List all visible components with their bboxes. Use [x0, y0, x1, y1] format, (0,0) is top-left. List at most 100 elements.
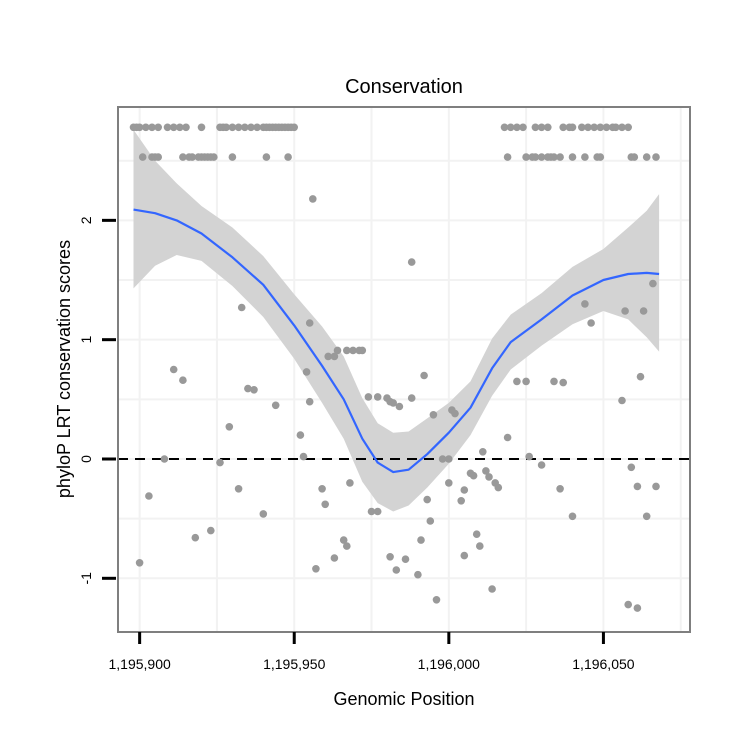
- data-point: [392, 566, 401, 574]
- data-point: [333, 346, 342, 355]
- data-point: [522, 377, 530, 386]
- data-point: [142, 123, 150, 132]
- data-point: [485, 473, 493, 481]
- data-point: [358, 346, 367, 355]
- data-point: [556, 153, 564, 161]
- data-point: [228, 123, 237, 132]
- data-point: [210, 153, 218, 161]
- x-tick-label: 1,196,050: [572, 656, 634, 672]
- data-point: [330, 554, 339, 562]
- data-point: [578, 123, 586, 132]
- data-point: [587, 319, 595, 327]
- data-point: [584, 123, 592, 132]
- data-point: [305, 397, 314, 406]
- data-point: [349, 346, 357, 355]
- data-point: [531, 153, 540, 161]
- data-point: [618, 396, 626, 405]
- data-point: [401, 555, 410, 563]
- y-tick-label: -1: [78, 572, 94, 585]
- data-point: [506, 123, 515, 132]
- data-point: [290, 123, 299, 132]
- data-point: [460, 551, 469, 560]
- data-point: [537, 153, 546, 161]
- y-axis-label: phyloP LRT conservation scores: [54, 240, 74, 498]
- data-point: [420, 371, 428, 380]
- data-point: [568, 512, 577, 521]
- data-point: [197, 123, 206, 132]
- data-point: [472, 530, 481, 538]
- data-point: [612, 123, 620, 132]
- data-point: [630, 153, 639, 161]
- data-point: [373, 393, 382, 401]
- data-point: [407, 258, 416, 266]
- data-point: [479, 448, 487, 456]
- data-point: [262, 153, 271, 161]
- data-point: [652, 482, 660, 491]
- data-point: [253, 123, 261, 132]
- data-point: [469, 471, 478, 480]
- chart-title: Conservation: [345, 76, 463, 98]
- data-point: [343, 542, 351, 550]
- data-point: [642, 153, 651, 161]
- data-point: [346, 479, 354, 487]
- data-point: [559, 123, 567, 132]
- data-point: [339, 536, 348, 544]
- data-point: [636, 372, 645, 381]
- data-point: [176, 123, 184, 132]
- data-point: [407, 394, 416, 402]
- data-point: [649, 279, 657, 288]
- data-point: [537, 123, 546, 132]
- points-layer: [129, 123, 660, 612]
- data-point: [596, 153, 605, 161]
- data-point: [550, 153, 558, 161]
- data-point: [222, 123, 230, 132]
- y-tick-label: 0: [78, 455, 94, 463]
- y-tick-label: 2: [78, 216, 94, 224]
- data-point: [135, 123, 144, 132]
- data-point: [602, 123, 611, 132]
- data-point: [652, 153, 660, 161]
- data-point: [513, 123, 521, 132]
- data-point: [482, 467, 490, 475]
- data-point: [367, 507, 376, 516]
- data-point: [138, 153, 147, 161]
- data-point: [414, 570, 422, 579]
- data-point: [639, 307, 648, 315]
- data-point: [324, 352, 333, 361]
- data-point: [633, 604, 642, 612]
- data-point: [438, 455, 447, 463]
- data-point: [302, 368, 311, 376]
- data-point: [225, 423, 234, 431]
- data-point: [445, 479, 453, 487]
- data-point: [457, 497, 466, 505]
- data-point: [321, 500, 330, 509]
- data-point: [259, 510, 268, 518]
- axes-layer: 1,195,900 1,195,950 1,196,000 1,196,050 -1 0 1…: [78, 216, 635, 672]
- data-point: [503, 153, 512, 161]
- y-tick-label: 1: [78, 336, 94, 344]
- data-point: [216, 458, 224, 467]
- data-point: [432, 596, 441, 604]
- data-point: [519, 123, 527, 132]
- data-point: [191, 533, 200, 542]
- data-point: [247, 123, 255, 132]
- data-point: [531, 123, 540, 132]
- data-point: [163, 123, 172, 132]
- data-point: [537, 461, 546, 469]
- data-point: [296, 431, 305, 439]
- data-point: [244, 384, 252, 393]
- data-point: [451, 409, 459, 418]
- data-point: [154, 123, 162, 132]
- data-point: [395, 402, 404, 411]
- data-point: [624, 600, 632, 609]
- data-point: [154, 153, 162, 161]
- data-point: [429, 411, 438, 419]
- data-point: [423, 495, 432, 504]
- data-point: [318, 485, 326, 493]
- x-tick-label: 1,195,950: [263, 656, 325, 672]
- data-point: [271, 401, 280, 410]
- data-point: [250, 386, 258, 394]
- data-point: [568, 123, 577, 132]
- data-point: [544, 123, 552, 132]
- data-point: [386, 553, 394, 561]
